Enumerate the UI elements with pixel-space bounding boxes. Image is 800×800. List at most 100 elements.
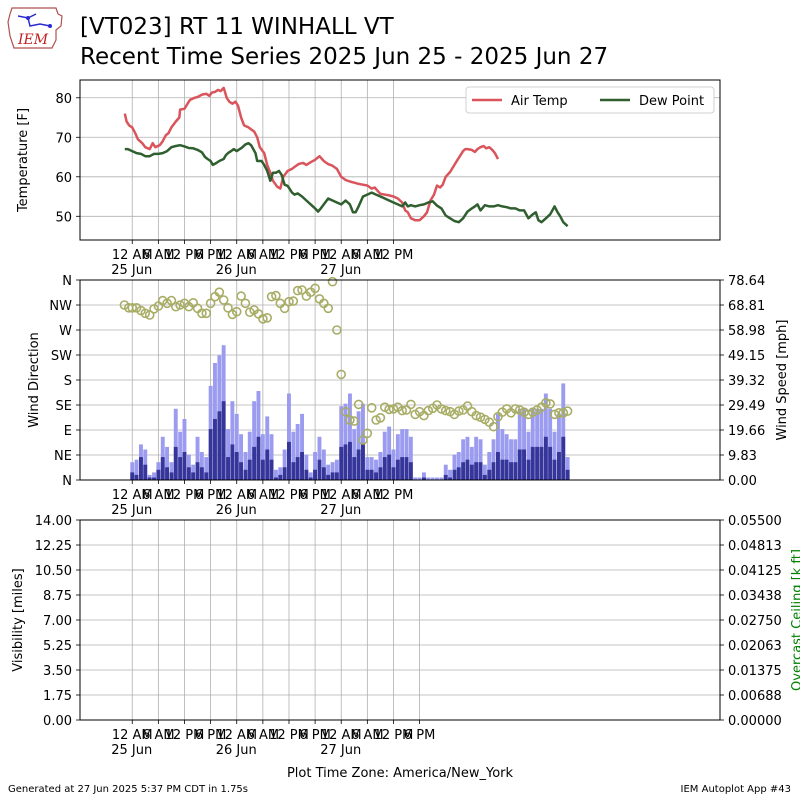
wind-gust-bar <box>313 452 317 480</box>
wind-direction-marker <box>310 283 320 294</box>
y-tick-label-ceiling: 0.04813 <box>728 539 782 554</box>
wind-speed-bar <box>443 474 448 480</box>
x-tick-date-label: 27 Jun <box>320 263 361 278</box>
wind-direction-marker <box>205 298 216 309</box>
wind-gust-bar <box>265 416 270 480</box>
y-tick-label: 80 <box>55 92 72 107</box>
wind-direction-marker <box>166 295 177 306</box>
y-tick-label-speed: 29.49 <box>728 399 765 414</box>
wind-direction-marker <box>201 308 212 319</box>
wind-gust-bar <box>134 459 139 480</box>
wind-speed-bar <box>491 462 496 480</box>
wind-speed-bar <box>308 477 313 480</box>
wind-direction-marker <box>288 296 299 306</box>
wind-direction-marker <box>366 402 377 413</box>
wind-gust-bar <box>561 383 566 480</box>
y-tick-label: 50 <box>55 210 72 225</box>
y-tick-label-speed: 68.81 <box>728 299 765 314</box>
wind-speed-bar <box>496 452 500 480</box>
wind-direction-marker <box>266 291 277 302</box>
wind-speed-bar <box>295 457 300 480</box>
wind-speed-bar <box>361 444 365 480</box>
wind-gust-bar <box>348 393 352 480</box>
wind-gust-bar <box>317 436 322 480</box>
wind-speed-bar <box>356 449 361 480</box>
wind-speed-bar <box>265 449 270 480</box>
wind-speed-bar <box>139 457 143 480</box>
wind-gust-bar <box>522 408 526 480</box>
wind-direction-marker <box>218 295 229 305</box>
wind-gust-bar <box>173 408 178 480</box>
wind-gust-bar <box>204 457 209 480</box>
y-tick-label-visibility: 1.75 <box>43 689 72 704</box>
x-tick-label: 12 PM <box>374 488 414 503</box>
x-tick-label: 12 AM <box>112 488 153 503</box>
wind-gust-bar <box>239 434 243 480</box>
wind-gust-bar <box>230 401 235 480</box>
wind-direction-marker <box>323 303 334 314</box>
wind-speed-bar <box>300 452 304 480</box>
y-tick-label-direction: SW <box>51 349 72 364</box>
wind-speed-bar <box>500 459 505 480</box>
wind-gust-bar <box>496 413 500 480</box>
wind-gust-bar <box>500 429 505 480</box>
wind-gust-bar <box>543 393 548 480</box>
wind-speed-bar <box>173 446 178 480</box>
wind-speed-bar <box>478 462 483 480</box>
wind-gust-bar <box>504 434 509 480</box>
wind-gust-bar <box>465 436 470 480</box>
wind-gust-bar <box>152 472 156 480</box>
wind-gust-bar <box>395 434 400 480</box>
wind-gust-bar <box>334 459 339 480</box>
wind-speed-bar <box>182 452 187 480</box>
x-tick-label: 12 AM <box>216 488 257 503</box>
wind-speed-bar <box>543 436 548 480</box>
wind-direction-marker <box>440 405 451 416</box>
wind-direction-marker <box>510 404 521 414</box>
wind-gust-bar <box>130 462 135 480</box>
wind-direction-marker <box>175 300 185 310</box>
wind-gust-bar <box>330 462 335 480</box>
wind-gust-bar <box>452 454 457 480</box>
wind-direction-marker <box>284 296 294 307</box>
wind-gust-bar <box>339 406 344 480</box>
wind-speed-bar <box>143 464 148 480</box>
y-tick-label-direction: SE <box>56 399 72 414</box>
wind-speed-bar <box>313 469 317 480</box>
wind-speed-bar <box>456 467 461 480</box>
y-tick-label-speed: 58.98 <box>728 324 765 339</box>
wind-speed-bar <box>422 477 426 480</box>
wind-speed-bar <box>243 469 248 480</box>
wind-speed-bar <box>221 401 226 480</box>
wind-direction-marker <box>275 298 286 309</box>
wind-direction-marker <box>388 404 399 414</box>
wind-direction-marker <box>240 298 251 309</box>
legend-label: Air Temp <box>511 94 568 109</box>
wind-gust-bar <box>565 457 570 480</box>
generated-timestamp: Generated at 27 Jun 2025 5:37 PM CDT in … <box>8 784 249 795</box>
wind-speed-bar <box>539 446 544 480</box>
y-tick-label-speed: 9.83 <box>728 449 757 464</box>
wind-gust-bar <box>548 408 553 480</box>
wind-gust-bar <box>199 452 204 480</box>
wind-speed-bar <box>178 457 183 480</box>
wind-gust-bar <box>408 436 413 480</box>
wind-direction-marker <box>231 306 242 317</box>
wind-speed-bar <box>504 459 509 480</box>
wind-gust-bar <box>539 408 544 480</box>
legend-box <box>465 86 715 114</box>
wind-speed-bar <box>369 469 374 480</box>
wind-gust-bar <box>552 431 557 480</box>
legend-label: Dew Point <box>639 94 704 109</box>
x-tick-label: 12 PM <box>269 248 309 263</box>
wind-speed-bar <box>291 462 296 480</box>
wind-speed-bar <box>565 469 570 480</box>
wind-speed-bar <box>147 477 152 480</box>
wind-speed-bar <box>452 469 457 480</box>
wind-speed-bar <box>387 454 392 480</box>
wind-direction-marker <box>140 308 151 319</box>
wind-gust-bar <box>435 477 439 480</box>
wind-direction-marker <box>336 369 347 380</box>
y-tick-label-ceiling: 0.00688 <box>728 689 782 704</box>
wind-direction-marker <box>340 406 351 417</box>
